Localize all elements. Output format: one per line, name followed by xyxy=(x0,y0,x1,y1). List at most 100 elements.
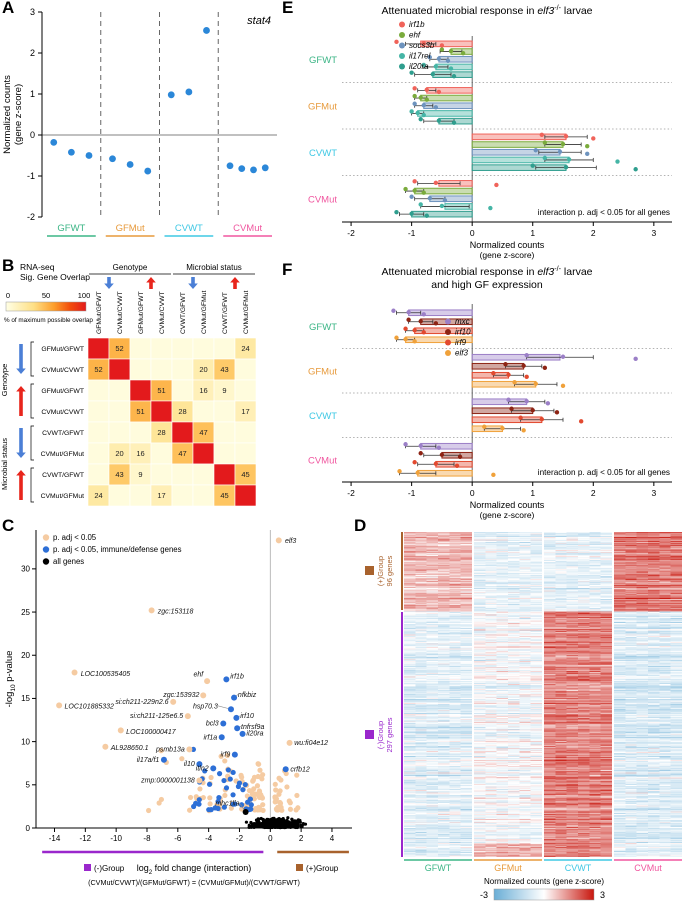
replicate-dot xyxy=(451,74,457,79)
svg-text:-2: -2 xyxy=(236,834,244,843)
overlap-cell xyxy=(129,337,152,360)
replicate-dot xyxy=(421,103,426,108)
panel-b-label: B xyxy=(2,256,15,275)
replicate-dot xyxy=(418,116,423,122)
svg-text:20: 20 xyxy=(21,651,30,660)
column-label-GFWT: GFWT xyxy=(425,863,452,873)
replicate-dot xyxy=(433,64,439,69)
replicate-dot xyxy=(524,399,529,404)
panel-b: B RNA-seq Sig. Gene Overlap 0 50 100 % of max… xyxy=(0,256,285,520)
up-arrow-icon xyxy=(230,277,240,289)
legend-label: p. adj < 0.05, immune/defense genes xyxy=(53,545,182,554)
svg-text:5: 5 xyxy=(26,781,31,790)
gf-expression-bar-chart: Attenuated microbial response in elf3-/-… xyxy=(308,265,672,520)
panel-a: A -2 -1 0 1 2 3 stat4 GFWT GFMut CVWT CVMut Normali… xyxy=(0,0,285,258)
panel-d: D (+)Group 96 genes (-)Group 297 genes GFWT G… xyxy=(352,516,686,904)
svg-text:30: 30 xyxy=(21,565,30,574)
replicate-dot xyxy=(578,419,584,424)
replicate-dot xyxy=(448,48,454,54)
overlap-cell xyxy=(213,421,236,444)
gene-label: wu:fi04e12 xyxy=(294,740,328,747)
replicate-dot xyxy=(542,155,548,161)
up-arrow-icon xyxy=(146,277,156,289)
overlap-cell xyxy=(87,379,110,402)
gene-point xyxy=(227,706,234,713)
gene-label: zgc:153118 xyxy=(157,609,194,616)
replicate-dot xyxy=(409,211,414,216)
replicate-dot xyxy=(585,151,590,157)
gene-point xyxy=(275,537,282,544)
overlap-cell xyxy=(129,358,152,381)
replicate-dot xyxy=(436,118,442,123)
gene-label: si:ch211-125e6.5 xyxy=(130,713,183,720)
colorbar-min: -3 xyxy=(480,890,488,900)
gene-point xyxy=(200,692,207,699)
overlap-cell xyxy=(213,463,236,486)
replicate-dot xyxy=(436,56,442,61)
column-label-CVMut: CVMut xyxy=(634,863,662,873)
overlap-value: 52 xyxy=(115,344,123,353)
legend-label: il20ra xyxy=(409,62,429,71)
panel-title: Attenuated microbial response in elf3-/-… xyxy=(381,4,592,17)
replicate-dot xyxy=(415,470,420,475)
neg-group-label: (-)Group xyxy=(94,864,125,873)
gene-point xyxy=(239,730,246,737)
svg-text:-10: -10 xyxy=(110,834,122,843)
replicate-dot xyxy=(448,66,454,71)
column-label-CVWT: CVWT xyxy=(565,863,592,873)
gene-label: irf9 xyxy=(220,752,230,759)
panel-a-label: A xyxy=(2,0,15,17)
gene-label: il10 xyxy=(184,761,195,768)
group-label-CVWT: CVWT xyxy=(175,223,203,234)
overlap-value: 9 xyxy=(222,386,226,395)
replicate-dot xyxy=(409,194,414,199)
x-axis-label: Normalized counts xyxy=(470,240,545,250)
data-point xyxy=(167,91,175,99)
data-point xyxy=(126,161,134,168)
replicate-dot xyxy=(539,132,545,138)
replicate-dot xyxy=(539,417,545,422)
data-point xyxy=(238,165,246,173)
x-axis-label: Normalized counts xyxy=(470,500,545,510)
column-label: GFMut/GFWT xyxy=(96,291,103,334)
replicate-dot xyxy=(445,58,451,64)
replicate-dot xyxy=(394,39,399,45)
up-arrow-icon xyxy=(16,470,26,500)
up-arrow-icon xyxy=(16,386,26,416)
replicate-dot xyxy=(560,383,566,389)
svg-text:-14: -14 xyxy=(49,834,61,843)
overlap-value: 24 xyxy=(241,344,249,353)
group-label-GFWT: GFWT xyxy=(57,223,85,234)
replicate-dot xyxy=(566,157,572,162)
panel-c-label: C xyxy=(2,516,15,535)
legend-dot xyxy=(399,21,405,28)
overlap-cell xyxy=(87,463,110,486)
svg-text:2: 2 xyxy=(299,834,304,843)
significance-note: interaction p. adj < 0.05 for all genes xyxy=(538,468,670,477)
replicate-dot xyxy=(491,371,496,376)
replicate-dot xyxy=(412,460,417,465)
replicate-dot xyxy=(418,443,423,448)
gene-point xyxy=(223,676,230,683)
replicate-dot xyxy=(412,101,417,106)
overlap-value: 16 xyxy=(136,449,144,458)
legend-label: elf3 xyxy=(455,349,468,358)
legend-label: il17rel xyxy=(409,52,431,61)
gene-label: mhc1lla xyxy=(215,800,239,807)
y-axis-label: Normalized counts xyxy=(2,75,13,154)
overlap-cell xyxy=(87,337,110,360)
svg-text:15: 15 xyxy=(21,694,30,703)
gene-point xyxy=(148,607,155,614)
gene-point xyxy=(160,756,167,763)
svg-text:-2: -2 xyxy=(347,488,355,498)
svg-text:2: 2 xyxy=(30,48,35,58)
replicate-dot xyxy=(633,356,638,362)
data-point xyxy=(50,138,58,146)
replicate-dot xyxy=(503,362,508,367)
panel-d-label: D xyxy=(354,516,367,535)
overlap-value: 51 xyxy=(136,407,144,416)
row-label: CVMut/GFMut xyxy=(41,451,85,458)
replicate-dot xyxy=(563,134,569,139)
svg-text:-1: -1 xyxy=(27,171,35,181)
